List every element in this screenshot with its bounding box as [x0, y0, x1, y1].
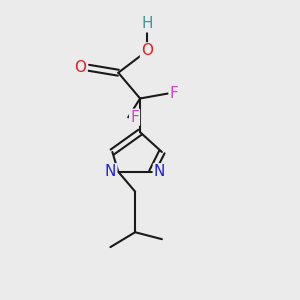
Text: N: N [154, 164, 165, 179]
Text: O: O [141, 44, 153, 59]
Text: F: F [130, 110, 139, 125]
Text: H: H [141, 16, 153, 31]
Text: O: O [75, 60, 87, 75]
Text: N: N [105, 164, 116, 179]
Text: F: F [170, 86, 178, 101]
